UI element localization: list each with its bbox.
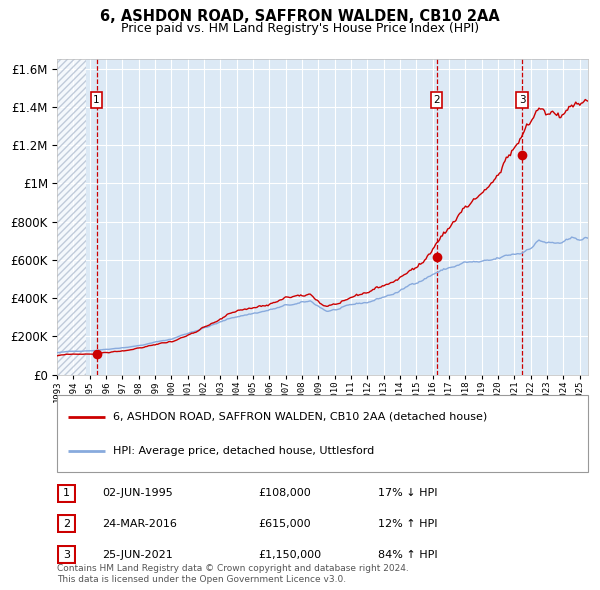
Text: £108,000: £108,000 (258, 489, 311, 498)
FancyBboxPatch shape (58, 485, 75, 502)
Text: 12% ↑ HPI: 12% ↑ HPI (378, 519, 437, 529)
Bar (57, 59, 86, 375)
Text: 2: 2 (433, 95, 440, 105)
Text: 1: 1 (63, 489, 70, 498)
Text: 2: 2 (63, 519, 70, 529)
Text: 24-MAR-2016: 24-MAR-2016 (102, 519, 177, 529)
Text: HPI: Average price, detached house, Uttlesford: HPI: Average price, detached house, Uttl… (113, 445, 374, 455)
Text: 3: 3 (63, 550, 70, 559)
Text: 25-JUN-2021: 25-JUN-2021 (102, 550, 173, 559)
FancyBboxPatch shape (58, 516, 75, 532)
Text: 02-JUN-1995: 02-JUN-1995 (102, 489, 173, 498)
Text: 1: 1 (93, 95, 100, 105)
FancyBboxPatch shape (57, 395, 588, 472)
Text: Price paid vs. HM Land Registry's House Price Index (HPI): Price paid vs. HM Land Registry's House … (121, 22, 479, 35)
Text: 17% ↓ HPI: 17% ↓ HPI (378, 489, 437, 498)
Text: Contains HM Land Registry data © Crown copyright and database right 2024.: Contains HM Land Registry data © Crown c… (57, 565, 409, 573)
Text: This data is licensed under the Open Government Licence v3.0.: This data is licensed under the Open Gov… (57, 575, 346, 584)
FancyBboxPatch shape (58, 546, 75, 563)
Text: 84% ↑ HPI: 84% ↑ HPI (378, 550, 437, 559)
Text: 6, ASHDON ROAD, SAFFRON WALDEN, CB10 2AA: 6, ASHDON ROAD, SAFFRON WALDEN, CB10 2AA (100, 9, 500, 24)
Text: 6, ASHDON ROAD, SAFFRON WALDEN, CB10 2AA (detached house): 6, ASHDON ROAD, SAFFRON WALDEN, CB10 2AA… (113, 412, 487, 422)
Text: 3: 3 (519, 95, 526, 105)
Text: £1,150,000: £1,150,000 (258, 550, 321, 559)
Text: £615,000: £615,000 (258, 519, 311, 529)
